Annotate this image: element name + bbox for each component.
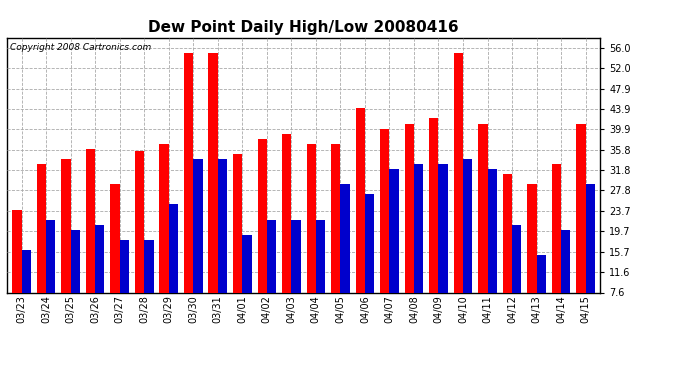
- Bar: [257, 139, 267, 331]
- Text: Copyright 2008 Cartronics.com: Copyright 2008 Cartronics.com: [10, 43, 151, 52]
- Bar: [316, 220, 325, 331]
- Bar: [463, 159, 472, 331]
- Bar: [70, 230, 80, 331]
- Bar: [95, 225, 104, 331]
- Bar: [37, 164, 46, 331]
- Bar: [282, 134, 291, 331]
- Bar: [218, 159, 227, 331]
- Bar: [478, 123, 488, 331]
- Bar: [86, 149, 95, 331]
- Bar: [453, 53, 463, 331]
- Bar: [267, 220, 276, 331]
- Bar: [291, 220, 301, 331]
- Bar: [208, 53, 218, 331]
- Bar: [552, 164, 561, 331]
- Bar: [135, 152, 144, 331]
- Bar: [242, 235, 252, 331]
- Bar: [527, 184, 537, 331]
- Bar: [184, 53, 193, 331]
- Bar: [21, 250, 31, 331]
- Bar: [193, 159, 203, 331]
- Bar: [144, 240, 154, 331]
- Bar: [169, 204, 178, 331]
- Bar: [404, 123, 414, 331]
- Bar: [331, 144, 340, 331]
- Bar: [561, 230, 571, 331]
- Bar: [380, 129, 389, 331]
- Bar: [46, 220, 55, 331]
- Bar: [414, 164, 423, 331]
- Bar: [159, 144, 169, 331]
- Bar: [586, 184, 595, 331]
- Bar: [429, 118, 438, 331]
- Bar: [12, 210, 21, 331]
- Bar: [233, 154, 242, 331]
- Bar: [355, 108, 365, 331]
- Bar: [340, 184, 350, 331]
- Bar: [503, 174, 512, 331]
- Bar: [306, 144, 316, 331]
- Bar: [488, 169, 497, 331]
- Bar: [365, 194, 374, 331]
- Bar: [576, 123, 586, 331]
- Title: Dew Point Daily High/Low 20080416: Dew Point Daily High/Low 20080416: [148, 20, 459, 35]
- Bar: [119, 240, 129, 331]
- Bar: [61, 159, 70, 331]
- Bar: [389, 169, 399, 331]
- Bar: [110, 184, 119, 331]
- Bar: [512, 225, 522, 331]
- Bar: [537, 255, 546, 331]
- Bar: [438, 164, 448, 331]
